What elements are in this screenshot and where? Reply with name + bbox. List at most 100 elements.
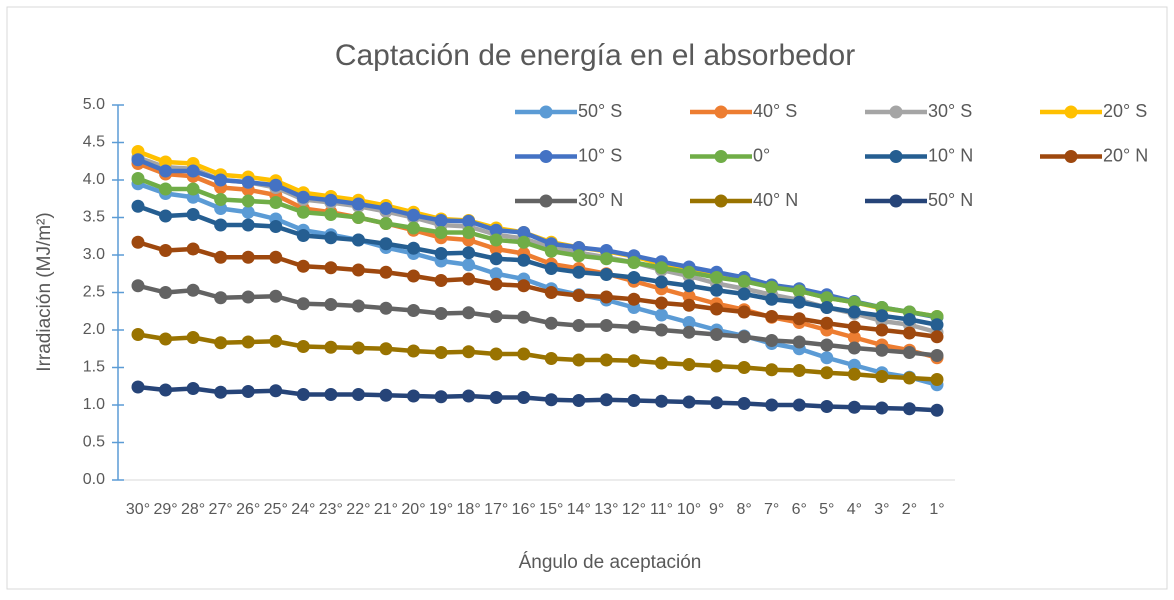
data-point [572,394,586,407]
data-point [517,279,531,293]
data-point [379,237,393,251]
data-point [296,205,310,219]
data-point [434,346,448,359]
data-point [517,226,531,239]
legend-marker [539,194,553,208]
data-point [765,292,779,306]
data-point [214,218,228,232]
x-tick-label: 29° [153,501,177,518]
data-point [462,226,476,239]
data-point [544,286,558,299]
data-point [269,220,283,233]
data-point [710,271,724,284]
data-point [847,331,861,344]
data-point [902,326,916,340]
data-point [131,235,145,249]
legend-label: 0° [753,145,770,165]
data-point [902,313,916,326]
data-point [875,309,889,323]
data-point [820,301,834,314]
data-point [489,223,503,237]
data-point [324,193,338,207]
legend-marker [539,150,553,163]
data-point [765,310,779,323]
data-point [544,352,558,365]
data-point [324,388,338,401]
legend-label: 30° S [928,101,972,121]
data-point [765,398,779,412]
data-point [159,383,173,397]
data-point [572,249,586,263]
data-point [599,252,613,266]
data-point [902,371,916,385]
data-point [627,320,641,334]
data-point [434,214,448,227]
data-point [489,347,503,361]
y-tick-label: 4.5 [83,134,105,151]
data-point [159,182,173,196]
data-point [214,291,228,305]
data-point [214,193,228,206]
data-point [407,241,421,255]
data-point [572,353,586,367]
data-point [489,252,503,266]
legend-marker [539,105,553,119]
data-point [186,331,200,344]
data-point [241,194,255,208]
data-point [462,389,476,403]
data-point [379,342,393,356]
x-tick-label: 27° [209,501,233,518]
data-point [462,214,476,228]
chart-title: Captación de energía en el absorbedor [335,39,855,72]
data-point [930,403,944,417]
x-tick-label: 13° [594,501,618,518]
data-point [407,269,421,283]
data-point [737,274,751,288]
data-point [627,354,641,368]
x-tick-label: 17° [484,501,508,518]
y-tick-label: 0.0 [83,471,105,488]
data-point [214,385,228,399]
data-point [875,323,889,337]
data-point [351,263,365,277]
data-point [820,316,834,330]
y-tick-label: 2.5 [83,284,105,301]
data-point [269,178,283,192]
y-tick-label: 1.0 [83,396,105,413]
x-tick-label: 28° [181,501,205,518]
data-point [462,246,476,260]
data-point [792,398,806,412]
data-point [159,155,173,169]
data-point [710,396,724,410]
y-tick-label: 1.5 [83,359,105,376]
data-point [599,353,613,367]
data-point [847,341,861,355]
data-point [186,242,200,256]
data-point [517,310,531,324]
data-point [654,356,668,370]
data-point [186,283,200,297]
data-point [269,289,283,303]
data-point [875,370,889,383]
data-point [517,347,531,361]
data-point [241,175,255,189]
data-point [269,334,283,348]
data-point [682,279,696,293]
data-point [875,343,889,357]
data-point [737,361,751,374]
data-point [407,304,421,317]
data-point [214,173,228,187]
data-point [131,172,145,185]
data-point [489,391,503,404]
data-point [710,302,724,316]
data-point [544,244,558,258]
data-point [159,164,173,178]
data-point [654,308,668,322]
x-tick-label: 1° [929,501,944,518]
data-point [489,233,503,247]
x-tick-label: 21° [374,501,398,518]
data-point [572,289,586,302]
x-tick-label: 22° [346,501,370,518]
data-point [269,384,283,398]
data-point [627,292,641,306]
